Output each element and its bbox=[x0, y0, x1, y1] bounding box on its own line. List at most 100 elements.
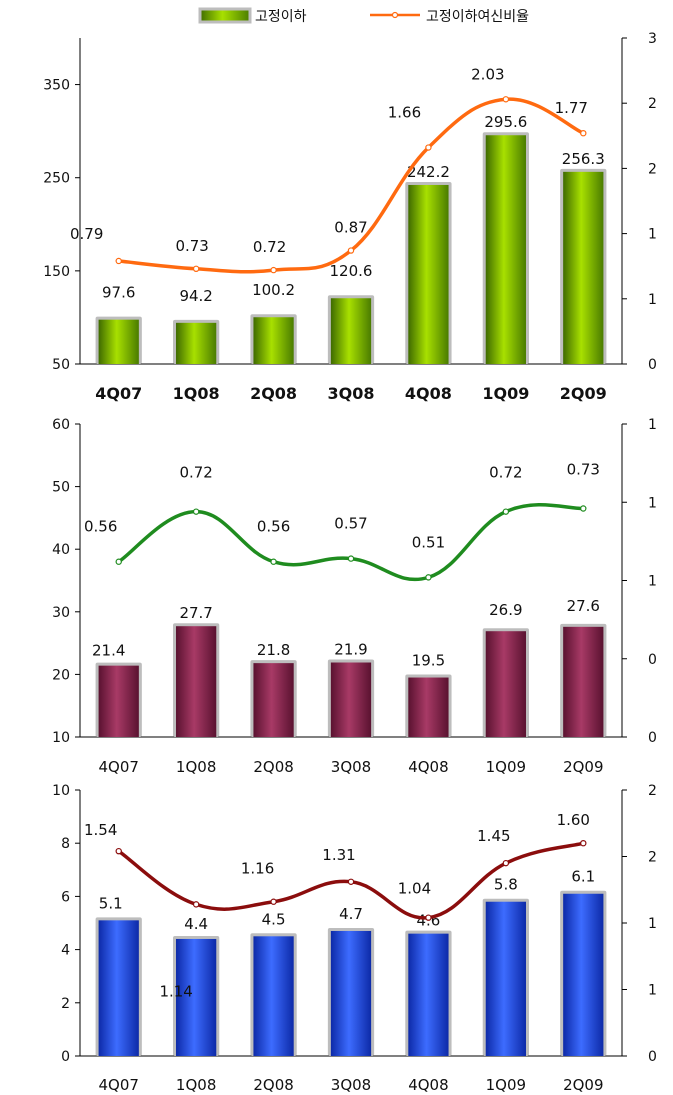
line-data-label: 0.72 bbox=[179, 464, 212, 482]
line-data-label: 2.03 bbox=[471, 65, 504, 83]
bar-data-label: 21.9 bbox=[334, 641, 367, 659]
right-axis-tick-label: 2 bbox=[648, 96, 657, 112]
line-point bbox=[580, 129, 587, 137]
line-data-label: 0.57 bbox=[334, 515, 367, 533]
bar bbox=[330, 662, 372, 737]
left-axis-tick-label: 250 bbox=[43, 171, 70, 187]
bar-data-label: 21.4 bbox=[92, 642, 125, 660]
left-axis-tick-label: 50 bbox=[52, 357, 70, 373]
bar-data-label: 97.6 bbox=[102, 284, 135, 302]
right-axis-tick-label: 1 bbox=[648, 574, 657, 590]
bar bbox=[98, 319, 139, 364]
line-data-label: 0.51 bbox=[412, 533, 445, 551]
category-label: 4Q07 bbox=[98, 1076, 138, 1094]
bar bbox=[253, 663, 294, 737]
legend-bar-swatch bbox=[198, 7, 252, 24]
line-data-label: 0.72 bbox=[253, 238, 286, 256]
line-point bbox=[425, 144, 432, 151]
left-axis-tick-label: 150 bbox=[43, 264, 70, 280]
bar-data-label: 6.1 bbox=[571, 868, 595, 886]
line-data-label: 0.73 bbox=[175, 237, 208, 255]
chart-npl-total: 50 150 250 350 0 1 1 2 2 3 97.6 94.2 100.2 120.6 242.2… bbox=[43, 31, 657, 403]
left-axis-tick-label: 8 bbox=[61, 836, 70, 852]
category-label: 1Q09 bbox=[482, 384, 529, 403]
bar bbox=[176, 322, 217, 364]
line-data-label: 0.79 bbox=[70, 225, 103, 243]
right-axis-tick-label: 0 bbox=[648, 730, 657, 746]
bar-data-label: 5.1 bbox=[99, 894, 123, 912]
line-point bbox=[502, 859, 510, 867]
bar bbox=[330, 298, 372, 364]
line-point bbox=[270, 898, 277, 905]
bar bbox=[253, 317, 294, 364]
line-point bbox=[192, 265, 200, 273]
bar-data-label: 120.6 bbox=[330, 262, 373, 280]
right-axis-tick-label: 1 bbox=[648, 227, 657, 243]
bar bbox=[485, 631, 526, 737]
line-data-label: 0.56 bbox=[257, 518, 290, 536]
category-label: 4Q08 bbox=[405, 384, 452, 403]
bar bbox=[408, 184, 449, 364]
left-axis-tick-label: 40 bbox=[52, 542, 70, 558]
category-label: 4Q07 bbox=[98, 758, 138, 776]
left-axis-tick-label: 50 bbox=[52, 480, 70, 496]
line-point bbox=[270, 558, 277, 565]
category-label: 1Q08 bbox=[176, 758, 216, 776]
legend-line-label: 고정이하여신비율 bbox=[426, 9, 529, 25]
bar bbox=[563, 171, 604, 364]
bar-data-label: 5.8 bbox=[494, 876, 518, 894]
category-label: 1Q08 bbox=[173, 384, 220, 403]
bar-data-label: 19.5 bbox=[412, 652, 445, 670]
chart-npl-segment-2: 10 20 30 40 50 60 0 0 1 1 1 21.4 27.7 21.8 21.9 19.5 26.… bbox=[52, 417, 657, 776]
left-axis-tick-label: 4 bbox=[61, 943, 70, 959]
bar-data-label: 21.8 bbox=[257, 641, 290, 659]
category-label: 4Q07 bbox=[95, 384, 142, 403]
category-label: 3Q08 bbox=[331, 1076, 371, 1094]
bar bbox=[98, 665, 139, 737]
bar-data-label: 4.7 bbox=[339, 905, 363, 923]
line-data-label: 0.72 bbox=[489, 464, 522, 482]
line-point bbox=[115, 847, 122, 855]
right-axis-tick-label: 1 bbox=[648, 495, 657, 511]
chart-npl-segment-3: 0246810011225.14.44.54.74.65.86.11.541.1… bbox=[52, 783, 657, 1094]
bar-data-label: 27.6 bbox=[567, 597, 600, 615]
left-axis-tick-label: 350 bbox=[43, 78, 70, 94]
line-data-label: 1.14 bbox=[159, 982, 192, 1000]
line-data-label: 0.87 bbox=[334, 219, 367, 237]
category-label: 2Q09 bbox=[563, 1076, 603, 1094]
bar-data-label: 242.2 bbox=[407, 163, 450, 181]
bar-data-label: 256.3 bbox=[562, 150, 605, 168]
bar-data-label: 4.4 bbox=[184, 915, 208, 933]
legend-line-marker bbox=[391, 11, 399, 19]
bar-data-label: 94.2 bbox=[179, 287, 212, 305]
line-data-label: 0.56 bbox=[84, 518, 117, 536]
right-axis-tick-label: 3 bbox=[648, 31, 657, 47]
left-axis-tick-label: 0 bbox=[61, 1049, 70, 1065]
legend: 고정이하 고정이하여신비율 bbox=[198, 7, 529, 25]
left-axis-tick-label: 30 bbox=[52, 605, 70, 621]
category-label: 1Q09 bbox=[486, 758, 526, 776]
line-data-label: 1.45 bbox=[477, 827, 510, 845]
line-point bbox=[347, 555, 355, 562]
right-axis-tick-label: 1 bbox=[648, 916, 657, 932]
line-point bbox=[192, 901, 200, 908]
bar bbox=[176, 626, 217, 737]
left-axis-tick-label: 10 bbox=[52, 730, 70, 746]
category-label: 2Q08 bbox=[253, 1076, 293, 1094]
left-axis-tick-label: 6 bbox=[61, 889, 70, 905]
line-data-label: 1.31 bbox=[322, 846, 355, 864]
line-data-label: 1.60 bbox=[557, 811, 590, 829]
bar bbox=[408, 933, 449, 1056]
category-label: 4Q08 bbox=[408, 758, 448, 776]
bar bbox=[563, 626, 604, 737]
line-point bbox=[347, 247, 355, 254]
line-point bbox=[115, 558, 122, 565]
right-axis-tick-label: 0 bbox=[648, 1049, 657, 1065]
bar-data-label: 27.7 bbox=[179, 604, 212, 622]
line-data-label: 0.73 bbox=[567, 461, 600, 479]
line-data-label: 1.77 bbox=[555, 99, 588, 117]
bar-data-label: 100.2 bbox=[252, 281, 295, 299]
bar bbox=[330, 930, 372, 1056]
